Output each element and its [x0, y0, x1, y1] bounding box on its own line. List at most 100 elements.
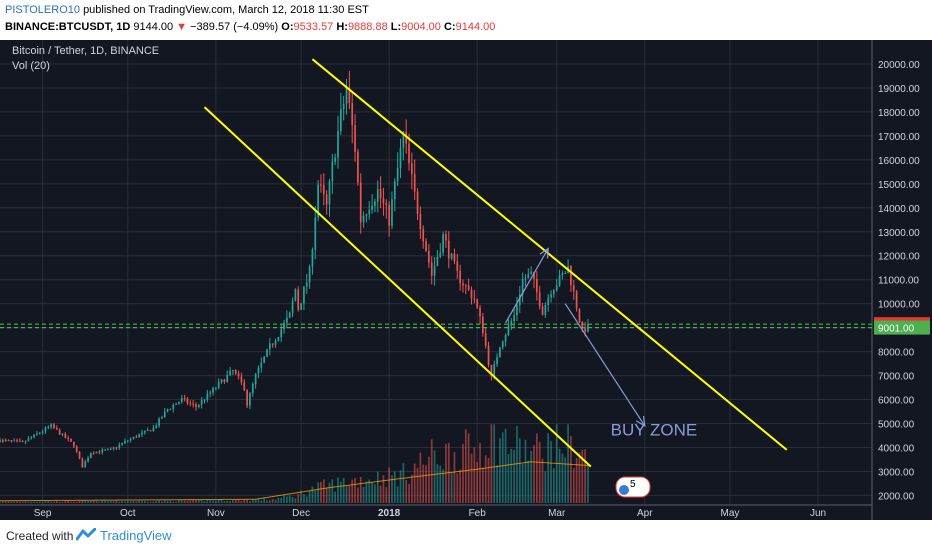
candle-body: [538, 292, 541, 307]
candle-body: [376, 189, 379, 202]
candle-body: [161, 417, 163, 419]
projection-arrow: [564, 303, 646, 427]
candle-body: [118, 444, 121, 448]
volume-bar: [13, 501, 16, 503]
volume-bar: [169, 500, 172, 503]
candle-body: [4, 439, 7, 441]
volume-bar: [533, 445, 535, 503]
created-with-text: Created with: [6, 529, 74, 543]
candle-body: [78, 451, 81, 459]
volume-bar: [430, 439, 433, 503]
volume-bar: [146, 501, 149, 503]
candle-body: [109, 448, 112, 450]
price-chart[interactable]: BUY ZONE 5 2000.00 3000.00 4000.00 5000.00 600…: [0, 40, 932, 520]
candle-body: [584, 328, 586, 332]
volume-bar: [90, 501, 92, 503]
candle-body: [0, 440, 1, 442]
channel-trendline: [203, 106, 592, 468]
candle-body: [470, 289, 473, 299]
volume-bar: [496, 465, 498, 503]
candle-body: [348, 87, 351, 103]
y-tick-label: 19000.00: [878, 84, 920, 95]
candle-body: [58, 429, 61, 435]
candle-body: [138, 434, 141, 438]
symbol-text: BINANCE:BTCUSDT, 1D: [5, 21, 131, 33]
volume-bar: [550, 441, 552, 503]
volume-bar: [226, 500, 229, 503]
volume-bar: [297, 493, 300, 503]
candle-body: [297, 289, 300, 310]
candle-body: [158, 418, 160, 426]
y-tick-label: 3000.00: [878, 467, 915, 478]
volume-bar: [499, 438, 501, 503]
volume-bar: [229, 500, 231, 503]
volume-bar: [55, 500, 58, 503]
candle-body: [300, 303, 302, 310]
buy-zone-annotation: BUY ZONE: [611, 420, 698, 439]
chart-area[interactable]: BUY ZONE 5 2000.00 3000.00 4000.00 5000.00 600…: [0, 40, 932, 520]
candle-body: [587, 324, 589, 332]
volume-bar: [203, 501, 206, 503]
candle-body: [13, 440, 16, 442]
volume-bar: [84, 500, 87, 503]
volume-bar: [291, 496, 294, 503]
volume-bar: [405, 479, 408, 503]
volume-bar: [428, 456, 430, 503]
candle-body: [223, 379, 226, 382]
volume-bar: [126, 500, 129, 503]
volume-bar: [274, 499, 277, 503]
volume-bar: [379, 485, 382, 503]
candle-body: [209, 392, 212, 394]
x-tick-label: Jun: [810, 508, 826, 519]
x-tick-label: Mar: [548, 508, 566, 519]
volume-bar: [1, 501, 4, 503]
volume-bar: [172, 501, 175, 503]
y-tick-label: 20000.00: [878, 60, 920, 71]
tradingview-logo-icon[interactable]: [76, 528, 96, 542]
volume-bar: [345, 486, 348, 503]
candle-body: [90, 452, 92, 458]
volume-bar: [425, 464, 427, 503]
candle-body: [388, 205, 390, 226]
candle-body: [408, 143, 410, 164]
y-tick-label: 7000.00: [878, 372, 915, 383]
volume-bar: [87, 500, 89, 503]
projection-arrow: [505, 248, 549, 324]
volume-bar: [462, 443, 464, 503]
low-label: L:: [390, 21, 402, 33]
candle-body: [27, 438, 30, 442]
candle-body: [155, 425, 158, 428]
candle-body: [149, 430, 152, 432]
volume-bar: [530, 450, 533, 503]
candle-body: [197, 404, 200, 408]
volume-bar: [232, 499, 234, 503]
candle-body: [81, 458, 84, 468]
volume-bar: [92, 500, 95, 503]
y-tick-label: 10000.00: [878, 300, 920, 311]
candle-body: [499, 347, 501, 358]
volume-bar: [570, 436, 572, 503]
author-link[interactable]: PISTOLERO10: [5, 4, 80, 16]
candle-body: [121, 443, 123, 445]
candle-body: [38, 432, 41, 434]
volume-bar: [558, 448, 561, 503]
candle-body: [243, 382, 246, 391]
volume-bar: [408, 483, 410, 503]
tradingview-brand[interactable]: TradingView: [100, 528, 172, 543]
volume-bar: [482, 467, 484, 503]
volume-bar: [450, 472, 453, 503]
volume-bar: [453, 451, 456, 503]
volume-bar: [521, 463, 524, 503]
candle-body: [180, 398, 183, 402]
candle-body: [212, 387, 214, 393]
last-price: 9144.00: [133, 21, 174, 33]
candle-body: [544, 304, 547, 315]
y-tick-label: 8000.00: [878, 348, 915, 359]
candle-body: [175, 403, 177, 406]
volume-bar: [217, 499, 220, 503]
candle-body: [178, 401, 180, 404]
candle-body: [374, 201, 376, 206]
candle-body: [61, 433, 64, 435]
volume-bar: [138, 500, 141, 503]
candle-body: [513, 315, 515, 321]
